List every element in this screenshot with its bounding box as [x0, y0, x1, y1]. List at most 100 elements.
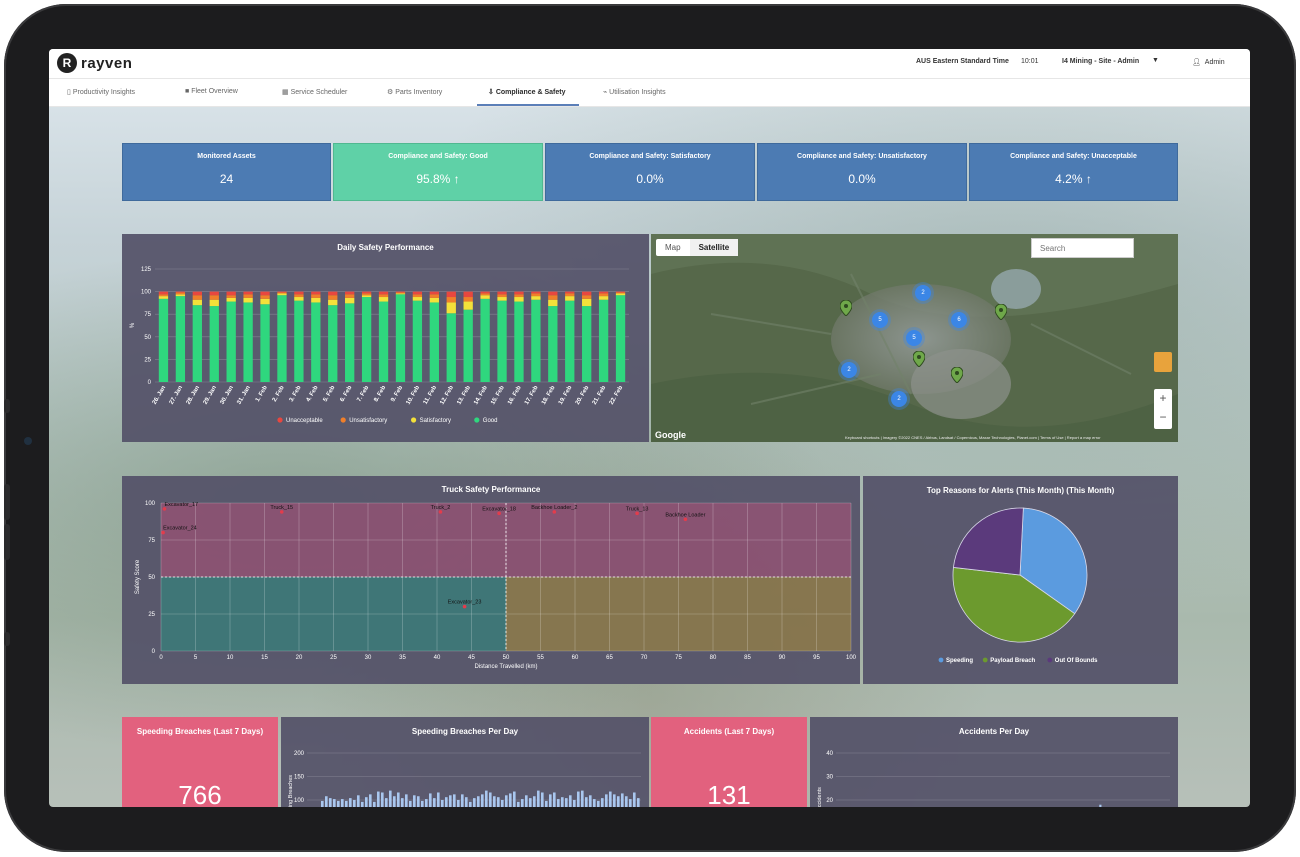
map-attribution[interactable]: Keyboard shortcuts | Imagery ©2022 CNES …: [845, 435, 1101, 440]
logo[interactable]: R rayven: [57, 53, 132, 73]
y-tick-label: 100: [141, 290, 152, 296]
x-tick-label: 10. Feb: [406, 385, 422, 406]
card-title: Accidents (Last 7 Days): [683, 727, 775, 736]
x-tick-label: 8. Feb: [373, 385, 387, 403]
kpi-title: Compliance and Safety: Satisfactory: [589, 153, 711, 160]
x-tick-label: 70: [641, 655, 648, 661]
tab-service-scheduler[interactable]: ▦ Service Scheduler: [282, 88, 347, 96]
x-tick-label: 25: [330, 655, 337, 661]
scatter-point: [497, 511, 501, 516]
bar: [497, 797, 500, 807]
bar-segment: [328, 295, 338, 300]
bar-segment: [311, 294, 321, 298]
bar: [473, 798, 476, 807]
bar-segment: [158, 296, 169, 299]
bar: [381, 792, 384, 807]
x-tick-label: 11. Feb: [423, 385, 439, 406]
bar-segment: [531, 296, 541, 300]
speeding-per-day-chart: 100 150 200 Speeding Breaches: [288, 751, 641, 807]
map-pin-icon[interactable]: [840, 300, 852, 316]
street-view-icon[interactable]: [1154, 352, 1172, 372]
bar-segment: [175, 294, 186, 297]
bar-segment: [480, 298, 490, 382]
x-tick-label: 9. Feb: [390, 385, 404, 403]
side-button: [4, 632, 10, 646]
daily-safety-panel: Daily Safety Performance 0 25 50 75 100 125% 2…: [122, 234, 649, 442]
tab-productivity-insights[interactable]: ▯ Productivity Insights: [67, 88, 135, 96]
tab-utilisation-insights[interactable]: ⌁ Utilisation Insights: [603, 88, 666, 96]
x-tick-label: 17. Feb: [524, 385, 540, 406]
point-label: Truck_15: [270, 505, 293, 511]
bar-segment: [243, 302, 253, 382]
bar: [457, 800, 460, 807]
bar: [565, 798, 568, 807]
marker-cluster[interactable]: 5: [906, 330, 922, 346]
marker-cluster[interactable]: 2: [891, 391, 907, 407]
site-selector[interactable]: I4 Mining - Site - Admin: [1062, 58, 1140, 65]
bar: [437, 792, 440, 807]
tab-label: Service Scheduler: [290, 89, 348, 96]
bar-segment: [175, 296, 186, 382]
site-map[interactable]: Map Satellite 2 5 6 5 2 2 + − Google Key…: [651, 234, 1178, 442]
satellite-view-button[interactable]: Satellite: [689, 239, 739, 256]
bar: [541, 792, 544, 807]
bar: [553, 792, 556, 807]
bar-segment: [192, 291, 202, 296]
bar-segment: [361, 293, 372, 296]
x-tick-label: 10: [227, 655, 234, 661]
x-tick-label: 28. Jan: [186, 385, 202, 406]
bar-segment: [446, 302, 456, 314]
user-menu[interactable]: 👤︎ Admin: [1192, 58, 1225, 66]
map-pin-icon[interactable]: [913, 351, 925, 367]
kpi-title: Compliance and Safety: Unacceptable: [1010, 153, 1137, 160]
marker-cluster[interactable]: 5: [872, 312, 888, 328]
caret-down-icon[interactable]: ▼: [1152, 57, 1159, 64]
map-view-button[interactable]: Map: [665, 243, 681, 252]
zoom-in-button[interactable]: +: [1159, 391, 1167, 405]
bar: [453, 794, 456, 807]
zoom-out-button[interactable]: −: [1159, 410, 1167, 424]
point-label: Excavator_23: [448, 600, 482, 606]
bar-segment: [565, 293, 575, 297]
legend-marker: [474, 417, 480, 423]
marker-cluster[interactable]: 6: [951, 312, 967, 328]
card-value: 131: [707, 780, 751, 807]
tab-fleet-overview[interactable]: ■ Fleet Overview: [185, 88, 238, 95]
truck-safety-panel: Truck Safety Performance 0 5 10 15 20 25 30 35 4…: [122, 476, 860, 684]
point-label: Backhoe Loader_2: [531, 505, 577, 511]
marker-cluster[interactable]: 2: [841, 362, 857, 378]
point-label: Truck_13: [626, 506, 649, 512]
x-tick-label: 12. Feb: [439, 385, 455, 406]
bar-segment: [209, 299, 219, 307]
bar: [417, 796, 420, 807]
bar: [505, 795, 508, 807]
bar: [525, 795, 528, 807]
legend-label: Out Of Bounds: [1055, 658, 1098, 664]
bar: [349, 798, 352, 807]
tab-compliance-safety[interactable]: ⇩ Compliance & Safety: [488, 88, 565, 96]
y-tick-label: 150: [294, 775, 305, 781]
bar: [1099, 804, 1102, 807]
map-type-toggle: Map Satellite: [656, 239, 739, 256]
legend-marker: [340, 417, 346, 423]
map-pin-icon[interactable]: [995, 304, 1007, 320]
map-pin-icon[interactable]: [951, 367, 963, 383]
map-search-input[interactable]: [1031, 238, 1134, 258]
bar-segment: [361, 297, 372, 382]
tab-parts-inventory[interactable]: ⚙ Parts Inventory: [387, 88, 442, 96]
bar: [601, 798, 604, 807]
y-tick-label: 75: [148, 538, 155, 544]
bar: [445, 797, 448, 807]
bar: [597, 800, 600, 807]
bar-segment: [615, 295, 626, 382]
marker-cluster[interactable]: 2: [915, 285, 931, 301]
bar-segment: [395, 294, 406, 382]
y-tick-label: 0: [152, 649, 156, 655]
bar-segment: [192, 305, 202, 382]
alerts-pie-panel: Top Reasons for Alerts (This Month) (Thi…: [863, 476, 1178, 684]
clock: 10:01: [1021, 58, 1039, 65]
bar-segment: [446, 313, 456, 382]
x-tick-label: 18. Feb: [541, 385, 557, 406]
bar-segment: [598, 291, 609, 294]
bar: [413, 795, 416, 807]
